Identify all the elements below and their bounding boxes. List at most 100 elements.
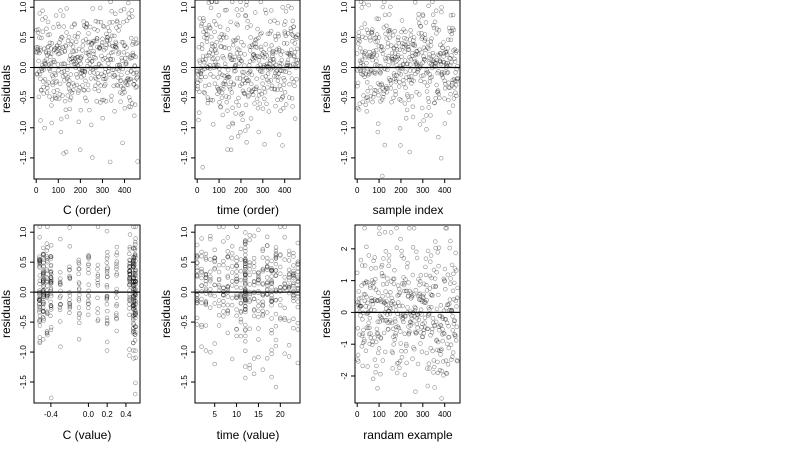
data-point (274, 68, 280, 73)
data-point (233, 111, 238, 116)
data-point (374, 16, 379, 21)
data-point (127, 251, 132, 257)
data-point (441, 40, 446, 45)
data-point (449, 83, 455, 88)
data-point (396, 300, 401, 305)
data-point (114, 271, 120, 276)
data-point (446, 345, 451, 351)
data-point (288, 53, 293, 58)
data-point (131, 275, 136, 280)
data-point (408, 323, 413, 328)
data-point (114, 45, 119, 51)
data-point (104, 348, 110, 353)
data-point (367, 325, 372, 330)
data-point (72, 56, 78, 62)
data-point (59, 61, 64, 67)
data-point (58, 116, 64, 122)
data-point (398, 236, 403, 242)
data-point (48, 303, 53, 308)
data-point (273, 245, 279, 250)
data-point (37, 273, 42, 278)
data-point (131, 254, 136, 260)
data-point (197, 58, 202, 63)
data-point (243, 304, 248, 309)
data-point (434, 319, 439, 324)
data-point (247, 237, 252, 243)
data-point (423, 70, 429, 76)
data-point (444, 226, 449, 231)
panel-time-value-points (195, 225, 300, 390)
panel-c-order-ylabel: residuals (0, 65, 13, 113)
data-point (433, 283, 439, 289)
data-point (363, 348, 369, 353)
panel-time-value-y-tick-label: -1.5 (180, 375, 189, 389)
data-point (100, 115, 105, 121)
data-point (419, 50, 425, 55)
data-point (278, 271, 283, 276)
data-point (67, 268, 72, 273)
data-point (127, 262, 132, 267)
data-point (111, 72, 117, 78)
data-point (417, 282, 422, 288)
data-point (418, 278, 423, 284)
data-point (45, 45, 50, 50)
panel-c-order-y-tick-label: -0.5 (19, 90, 28, 104)
data-point (250, 52, 256, 58)
data-point (429, 304, 434, 310)
data-point (399, 54, 404, 59)
data-point (40, 17, 45, 22)
data-point (200, 68, 205, 73)
data-point (65, 67, 70, 73)
data-point (234, 327, 239, 332)
data-point (48, 54, 53, 59)
panel-randam-example-y-tick-label: -2 (340, 372, 349, 380)
panel-time-order-x-tick-label: 200 (234, 186, 248, 195)
data-point (76, 260, 81, 265)
panel-c-value-ylabel: residuals (0, 290, 13, 338)
data-point (379, 315, 384, 321)
data-point (225, 27, 231, 32)
data-point (230, 42, 236, 48)
data-point (47, 68, 53, 74)
data-point (122, 90, 127, 95)
data-point (251, 290, 257, 295)
data-point (370, 301, 376, 307)
data-point (45, 276, 50, 281)
data-point (202, 83, 208, 89)
data-point (430, 58, 435, 63)
data-point (410, 104, 415, 109)
data-point (263, 7, 268, 13)
data-point (243, 257, 248, 262)
data-point (129, 68, 134, 73)
data-point (245, 78, 250, 83)
data-point (105, 253, 110, 259)
data-point (51, 57, 57, 63)
data-point (273, 256, 279, 261)
data-point (437, 348, 442, 353)
data-point (37, 264, 42, 269)
data-point (131, 283, 136, 288)
data-point (260, 246, 265, 252)
data-point (127, 298, 132, 304)
data-point (221, 45, 227, 50)
data-point (49, 41, 55, 46)
data-point (390, 366, 395, 371)
data-point (269, 351, 274, 357)
data-point (385, 85, 390, 91)
data-point (427, 366, 432, 371)
data-point (243, 298, 248, 304)
data-point (389, 279, 394, 284)
data-point (103, 82, 108, 87)
data-point (126, 104, 132, 109)
data-point (375, 81, 381, 86)
data-point (195, 260, 200, 266)
data-point (129, 35, 134, 41)
data-point (88, 24, 93, 30)
data-point (133, 279, 138, 284)
data-point (202, 90, 208, 96)
data-point (439, 368, 444, 374)
data-point (43, 50, 49, 56)
data-point (365, 88, 370, 94)
panel-c-order-x-tick-label: 0 (34, 186, 39, 195)
data-point (366, 331, 372, 337)
